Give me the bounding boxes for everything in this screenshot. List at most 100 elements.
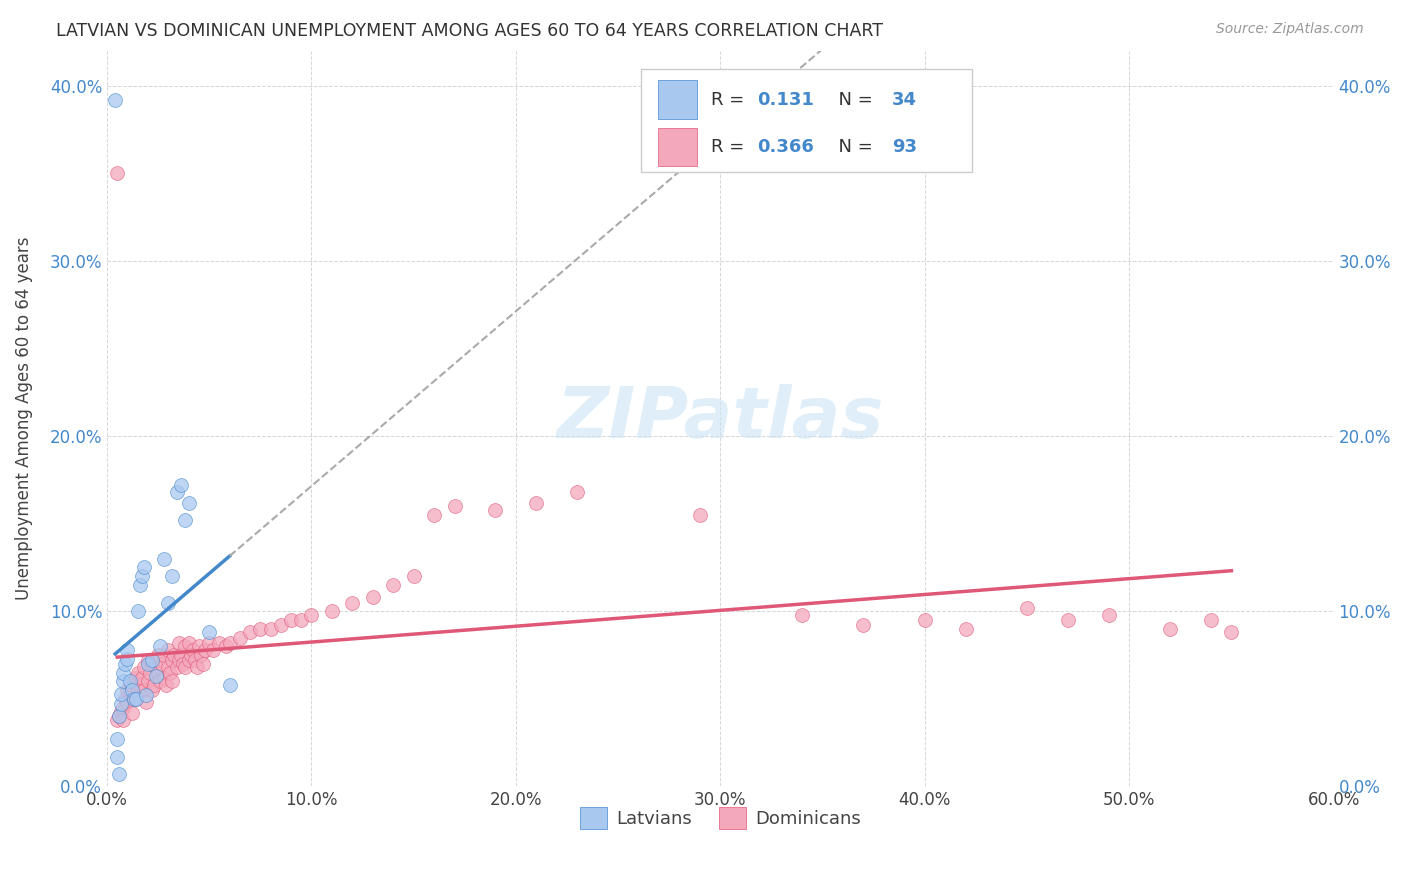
Point (301, 607, 323, 622)
Text: 34: 34 (891, 90, 917, 109)
Point (124, 671, 146, 685)
Point (132, 660, 155, 674)
Point (342, 595, 364, 609)
Point (173, 660, 195, 674)
Point (127, 665, 149, 680)
Point (136, 657, 159, 671)
Point (105, 166, 128, 180)
Point (321, 604, 343, 618)
Point (270, 618, 292, 632)
Point (127, 604, 149, 618)
Point (402, 569, 425, 583)
Text: N =: N = (827, 90, 879, 109)
Point (1159, 622, 1181, 636)
Point (169, 478, 191, 492)
Point (191, 657, 214, 671)
Point (124, 692, 146, 706)
Point (143, 678, 166, 692)
Point (117, 651, 139, 665)
Point (149, 674, 172, 689)
Point (184, 653, 207, 667)
Point (105, 732, 128, 747)
Point (135, 695, 157, 709)
Point (131, 569, 153, 583)
Point (166, 485, 188, 500)
Point (153, 648, 176, 662)
Point (141, 653, 163, 667)
Text: R =: R = (710, 138, 749, 156)
Point (124, 692, 146, 706)
Point (194, 643, 217, 657)
Point (177, 496, 200, 510)
Point (423, 508, 446, 522)
Point (157, 595, 180, 609)
Point (114, 657, 136, 671)
Point (214, 640, 236, 654)
Point (1057, 613, 1080, 627)
Point (105, 713, 128, 727)
Point (162, 674, 184, 689)
Point (149, 640, 172, 654)
Point (280, 613, 302, 627)
Point (239, 625, 262, 640)
Point (114, 692, 136, 706)
Text: 93: 93 (891, 138, 917, 156)
Point (146, 665, 169, 680)
Point (108, 709, 131, 723)
Point (852, 618, 875, 632)
Point (177, 636, 200, 650)
Point (131, 671, 153, 685)
Point (127, 683, 149, 698)
FancyBboxPatch shape (658, 80, 697, 119)
Point (105, 749, 128, 764)
Point (188, 640, 211, 654)
Point (121, 706, 143, 720)
Point (218, 636, 240, 650)
Point (159, 665, 181, 680)
Point (198, 625, 221, 640)
Point (112, 674, 135, 689)
Point (190, 648, 212, 662)
Point (135, 689, 157, 703)
Point (166, 660, 188, 674)
Point (121, 683, 143, 698)
Point (202, 643, 225, 657)
Point (145, 669, 167, 683)
Point (157, 660, 180, 674)
Point (122, 692, 145, 706)
Point (128, 578, 150, 592)
Point (181, 643, 204, 657)
Point (259, 622, 281, 636)
Point (122, 674, 145, 689)
Text: R =: R = (710, 90, 749, 109)
Point (153, 671, 176, 685)
Point (955, 622, 977, 636)
Y-axis label: Unemployment Among Ages 60 to 64 years: Unemployment Among Ages 60 to 64 years (15, 237, 32, 600)
Point (169, 648, 191, 662)
Text: N =: N = (827, 138, 879, 156)
Point (110, 697, 132, 711)
Point (914, 613, 936, 627)
Point (218, 678, 240, 692)
Point (198, 636, 221, 650)
Point (167, 636, 190, 650)
Point (155, 678, 177, 692)
Point (108, 767, 131, 781)
Point (208, 636, 231, 650)
Point (172, 657, 194, 671)
Point (186, 660, 208, 674)
Point (132, 560, 155, 574)
Point (146, 648, 169, 662)
Point (139, 665, 162, 680)
Point (104, 93, 127, 107)
Text: ZIPatlas: ZIPatlas (557, 384, 884, 453)
Point (110, 704, 132, 718)
Point (153, 551, 176, 566)
Point (524, 496, 547, 510)
FancyBboxPatch shape (641, 69, 972, 172)
Point (173, 513, 195, 527)
Point (484, 502, 506, 516)
Point (162, 653, 184, 667)
Point (145, 660, 167, 674)
Point (117, 683, 139, 698)
